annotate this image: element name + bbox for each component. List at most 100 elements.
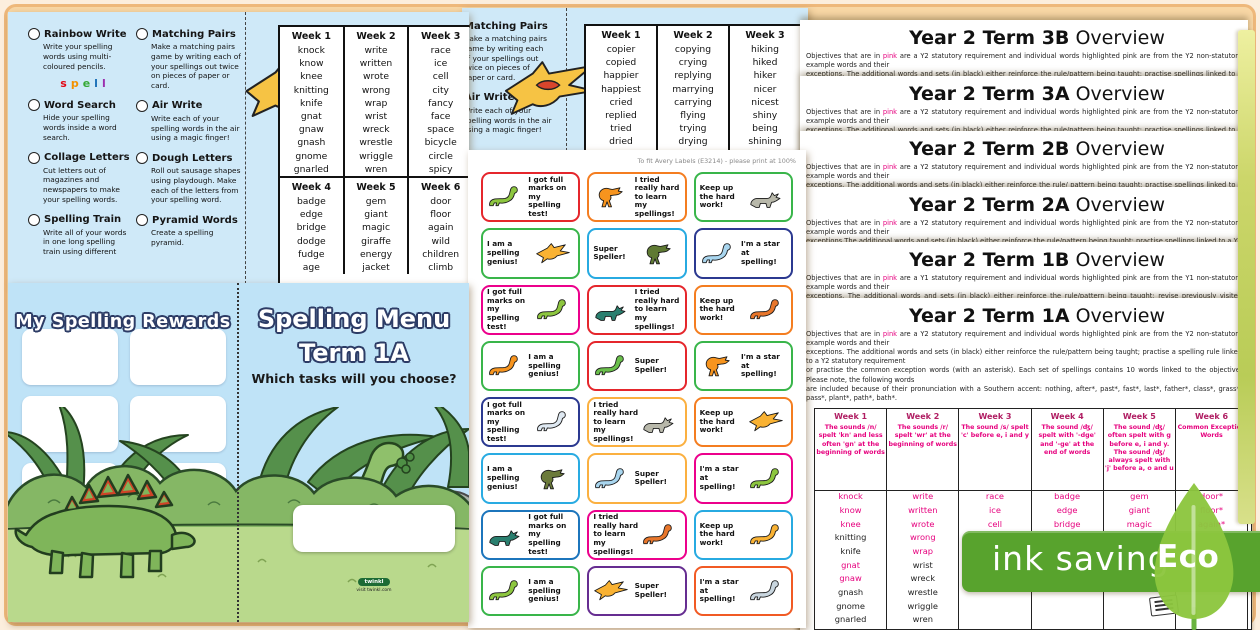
- spelling-word: being: [752, 123, 778, 135]
- spelling-word: dried: [609, 136, 633, 148]
- sticker-text: I'm a star at spelling!: [740, 351, 780, 379]
- checkbox-circle[interactable]: [28, 213, 40, 226]
- table-week-header: Week 3 The sound /s/ spelt 'c' before e, …: [959, 409, 1031, 492]
- avery-label-note: To fit Avery Labels (E3214) - please pri…: [637, 157, 796, 165]
- table-spelling-word: magic: [1126, 518, 1152, 529]
- activity-description: Cut letters out of magazines and newspap…: [43, 165, 120, 204]
- fold-line-dotted: [237, 283, 239, 622]
- week-header: Week 5: [356, 182, 396, 194]
- week-header: Week 4: [291, 182, 331, 194]
- spelling-word: knee: [300, 71, 323, 83]
- checkbox-circle[interactable]: [136, 28, 148, 40]
- overview-intro-line: Objectives that are in pink are a Y2 sta…: [806, 107, 1242, 125]
- pink-highlight: pink: [882, 218, 898, 227]
- reward-sticker: Super Speller!: [587, 228, 687, 279]
- checkbox-circle[interactable]: [28, 28, 40, 40]
- activity-title: Air Write: [136, 99, 242, 112]
- table-week-header: Week 4 The sound /ʤ/ spelt with '-dge' an…: [1031, 409, 1103, 492]
- sauropod-icon: [489, 186, 518, 207]
- spelling-word: giant: [364, 209, 388, 221]
- cover-title-line2: Term 1A: [299, 339, 409, 368]
- spelling-word: gnome: [295, 150, 328, 162]
- trex-icon: [540, 468, 565, 489]
- table-week-column: Week 1 The sounds /n/ spelt 'kn' and less…: [815, 409, 888, 630]
- eco-leaf-icon: [1154, 483, 1234, 630]
- table-spelling-word: wrong: [909, 532, 936, 543]
- spelling-word: knife: [300, 97, 323, 109]
- table-week-header: Week 5 The sound /ʤ/ often spelt with g b…: [1103, 409, 1175, 492]
- spelling-word: shiny: [752, 110, 778, 122]
- week-table-row: Week 1 knock know knee knitting knife gnat gnaw…: [280, 27, 469, 177]
- activity-title: Dough Letters: [136, 152, 242, 165]
- checkbox-circle[interactable]: [28, 151, 40, 164]
- overview-intro-line: exceptions. The additional words and set…: [806, 347, 1242, 366]
- checkbox-circle[interactable]: [28, 99, 40, 112]
- activity-item: Matching Pairs Make a matching pairs game…: [462, 20, 552, 83]
- reward-sticker: Keep up the hard work!: [693, 397, 793, 448]
- table-spelling-word: door*: [1200, 491, 1224, 502]
- table-spelling-word: wren: [912, 614, 933, 625]
- sticker-text: Super Speller!: [634, 581, 667, 599]
- spell-letter: s: [60, 77, 71, 91]
- activity-title: Pyramid Words: [136, 214, 242, 227]
- spelling-word: spicy: [428, 163, 453, 175]
- tricera-icon: [750, 192, 781, 209]
- week-column: Week 2 copying crying replying marrying carry…: [656, 26, 728, 162]
- name-box[interactable]: [293, 505, 455, 552]
- activity-item: Collage Letters Cut letters out of magazi…: [28, 151, 130, 205]
- spelling-word: giraffe: [361, 235, 391, 247]
- spelling-word: space: [427, 124, 455, 136]
- sticker-text: I tried really hard to learn my spelling…: [593, 399, 639, 444]
- sticker-text: I tried really hard to learn my spelling…: [634, 174, 680, 219]
- cover-title-line1: Spelling Menu: [257, 305, 451, 334]
- table-spelling-word: race: [985, 491, 1005, 502]
- reward-slot[interactable]: [22, 329, 118, 385]
- table-week-column: Week 3 The sound /s/ spelt 'c' before e, …: [959, 409, 1032, 630]
- activity-item: Dough Letters Roll out sausage shapes usi…: [136, 152, 242, 205]
- sauropod-icon: [749, 467, 779, 488]
- sauropod-icon: [749, 524, 779, 545]
- table-spelling-word: written: [908, 504, 938, 515]
- sauropod-icon: [749, 299, 779, 320]
- spelling-word: know: [299, 58, 324, 70]
- table-spelling-word: write: [912, 491, 934, 502]
- dinosaur-sticker-sheet: To fit Avery Labels (E3214) - please pri…: [468, 150, 806, 628]
- spelling-word: gnat: [300, 111, 322, 123]
- spelling-word: climb: [428, 262, 454, 274]
- table-week-header: Week 6 Common Exception Words: [1175, 409, 1248, 492]
- reward-sticker: I tried really hard to learn my spelling…: [587, 284, 687, 335]
- page-edge-highlight: [1238, 30, 1255, 524]
- table-spelling-word: wreck: [910, 573, 936, 584]
- week-header: Week 1: [291, 31, 331, 42]
- checkbox-circle[interactable]: [136, 99, 148, 112]
- spelling-word: nicest: [751, 96, 779, 108]
- spelling-word: trying: [679, 123, 707, 135]
- checkbox-circle[interactable]: [136, 214, 148, 227]
- sticker-text: Keep up the hard work!: [699, 408, 735, 435]
- eco-label: Eco: [1157, 539, 1220, 575]
- table-spelling-word: [1032, 601, 1103, 615]
- week-column: Week 3 race ice cell city fancy face space bicyc…: [407, 27, 469, 177]
- overview-page-title: Year 2 Term 2A Overview: [908, 193, 1166, 216]
- reward-slot[interactable]: [130, 396, 226, 452]
- spelling-word: wreck: [362, 124, 390, 136]
- table-spelling-word: wrap: [912, 545, 934, 556]
- table-spelling-word: gem: [1130, 491, 1149, 502]
- stegosaurus-illustration: [14, 473, 196, 579]
- week-column: Week 2 write written wrote wrong wrap wrist wre…: [342, 27, 408, 177]
- spelling-word: replied: [605, 110, 637, 122]
- spelling-word: copying: [674, 44, 712, 55]
- spelling-menu-sheet: Rainbow Write Write your spelling words u…: [8, 12, 469, 284]
- overview-page-title: Year 2 Term 2B Overview: [909, 138, 1165, 160]
- spelling-word: gnaw: [298, 124, 324, 136]
- reward-slot[interactable]: [130, 329, 226, 385]
- spelling-word: gnash: [297, 137, 326, 149]
- checkbox-circle[interactable]: [136, 152, 148, 165]
- spell-colour-word: spell: [40, 77, 130, 90]
- overview-intro-line: Objectives that are in pink are a Y1 sta…: [806, 274, 1242, 292]
- activity-column-left: Rainbow Write Write your spelling words u…: [28, 28, 130, 266]
- reward-sticker: I tried really hard to learn my spelling…: [587, 397, 687, 448]
- week-header: Week 1: [601, 30, 641, 41]
- table-spelling-word: cell: [987, 518, 1003, 529]
